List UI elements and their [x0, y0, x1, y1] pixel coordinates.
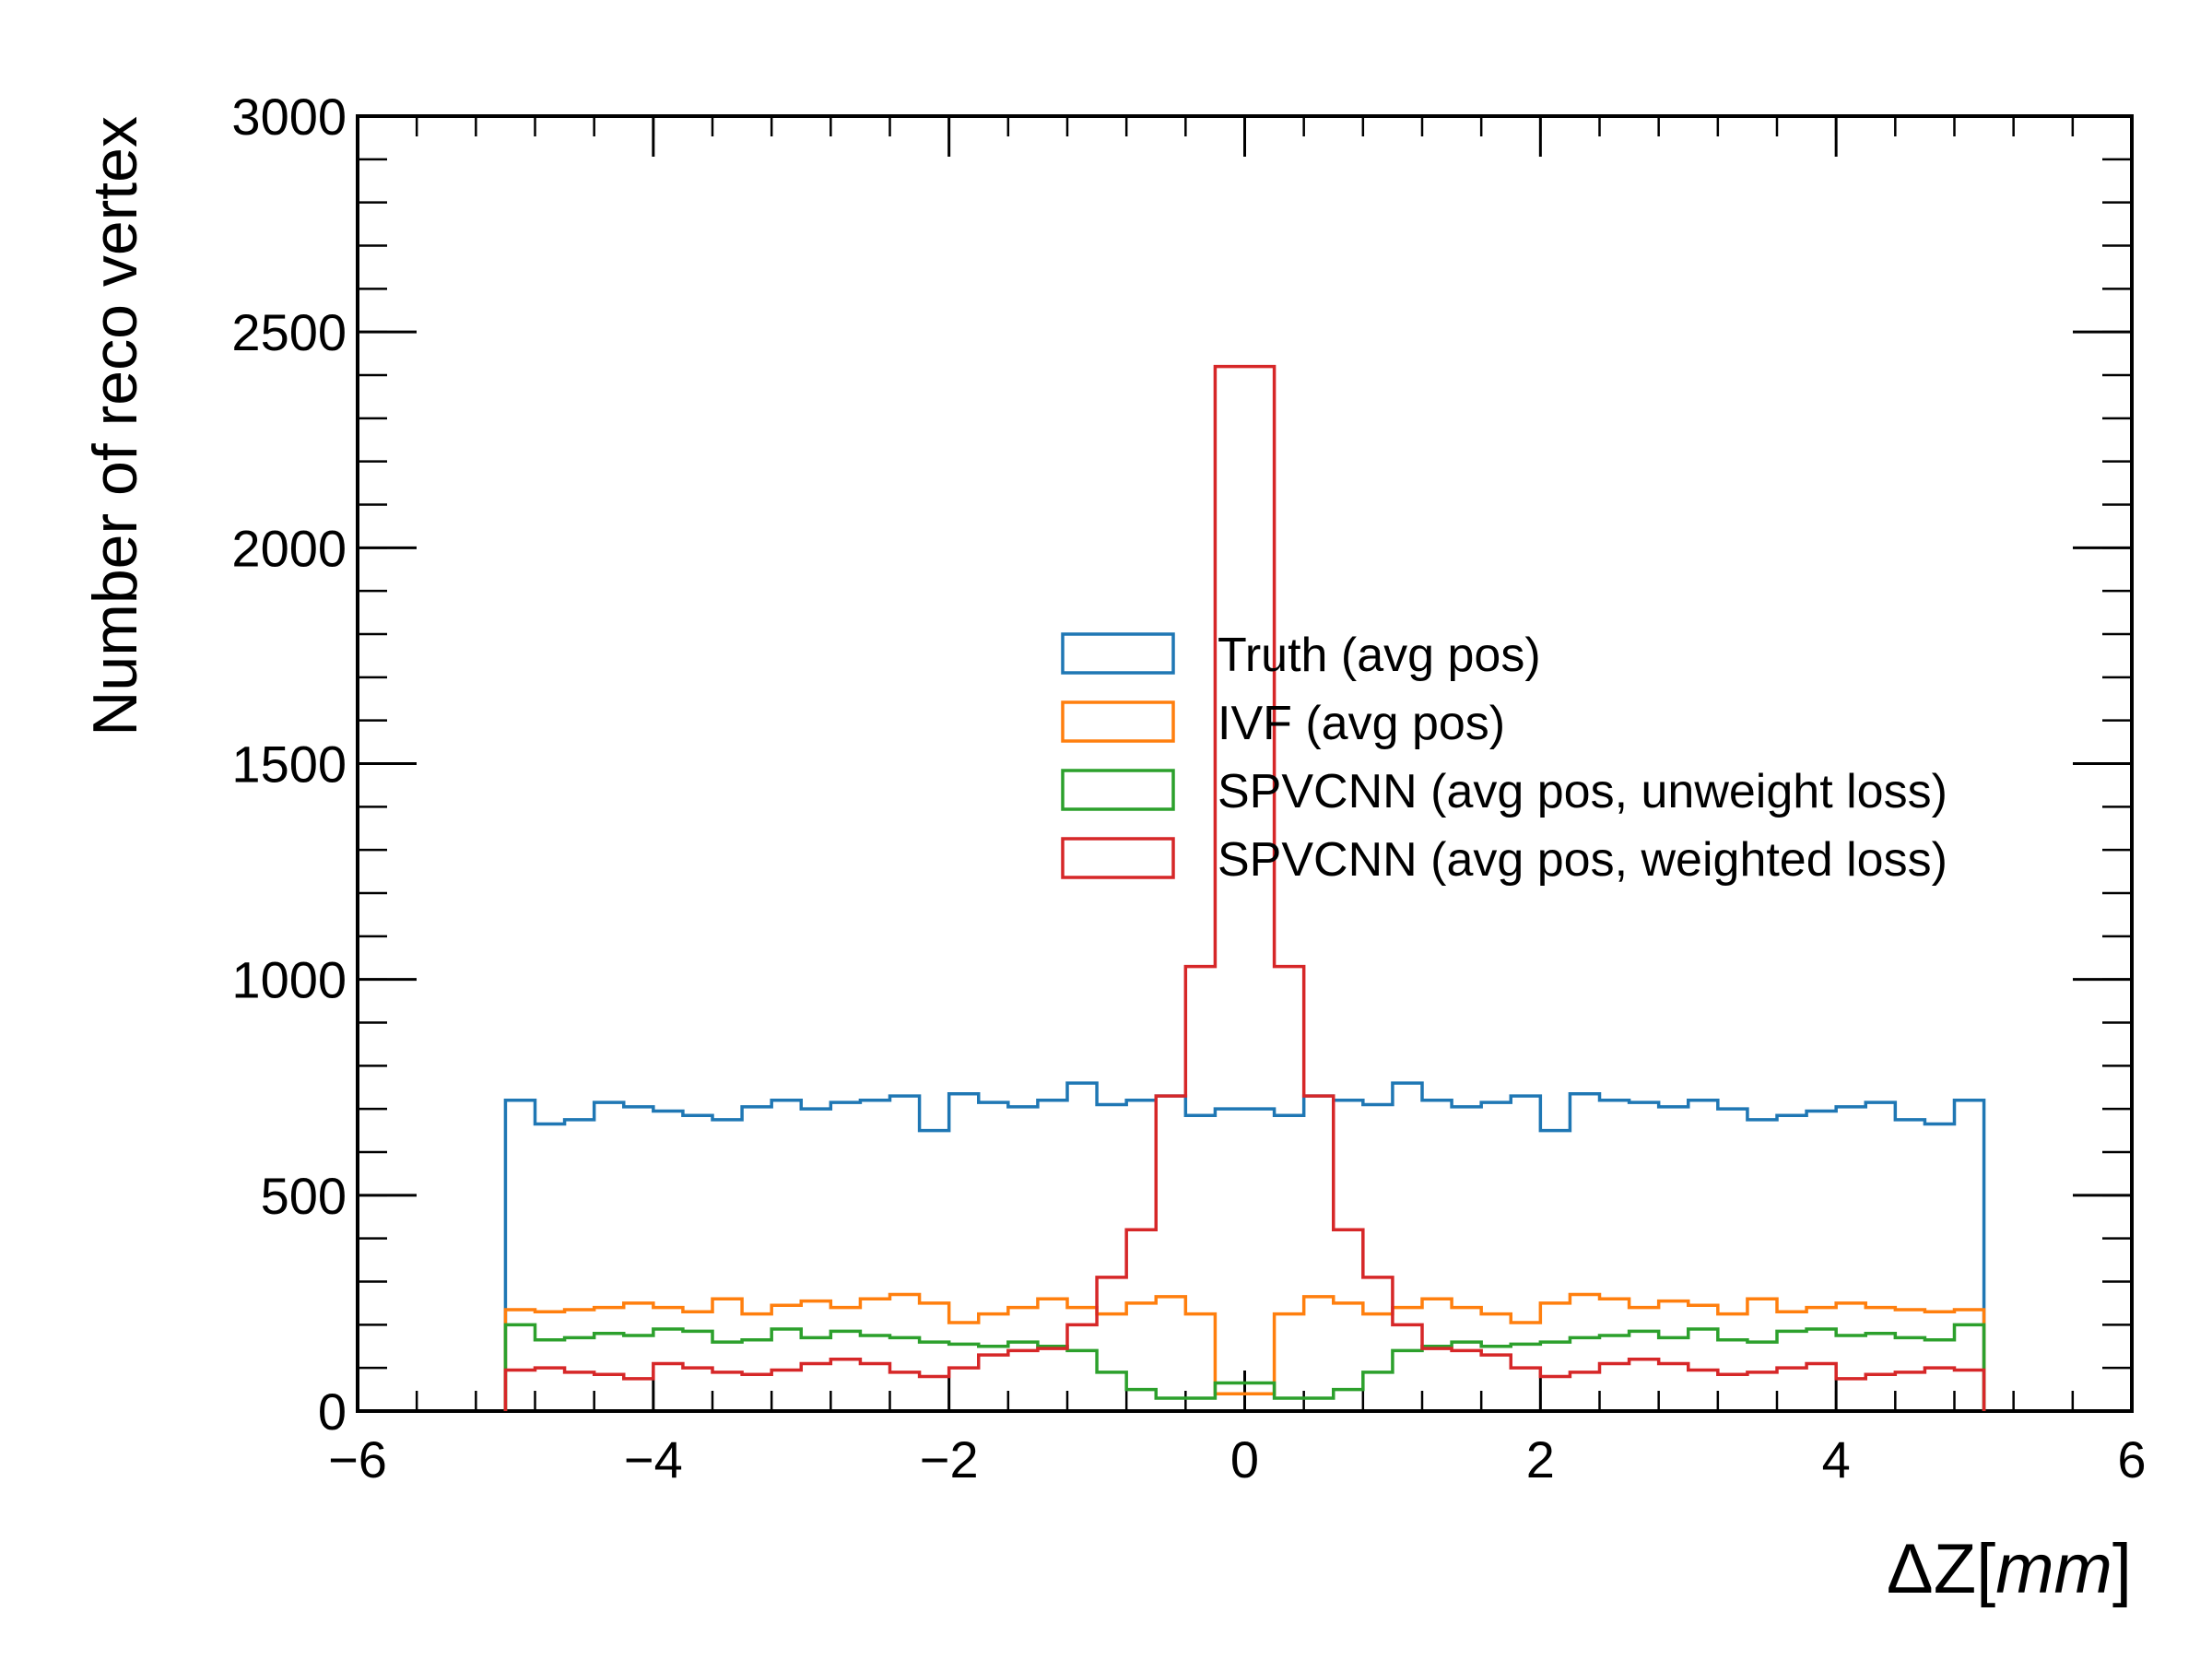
series-line-0	[503, 1081, 1986, 1411]
series-line-1	[503, 1292, 1986, 1411]
legend-swatch	[1061, 769, 1175, 811]
minor-ticks	[356, 114, 2134, 1413]
y-tick-label: 500	[261, 1167, 347, 1225]
histogram-series	[503, 364, 1986, 1411]
y-tick-label: 3000	[231, 88, 347, 146]
y-tick-label: 2500	[231, 303, 347, 361]
legend-swatch	[1061, 632, 1175, 675]
x-tick-label: 4	[1822, 1430, 1851, 1488]
major-ticks	[356, 114, 2134, 1413]
legend-swatch	[1061, 700, 1175, 743]
y-tick-labels: 0 500 1000 1500 2000 2500 3000	[231, 88, 347, 1441]
y-axis-title: Number of reco vertex	[80, 116, 150, 736]
y-tick-label: 1000	[231, 951, 347, 1009]
legend-swatch	[1061, 837, 1175, 879]
x-tick-label: 2	[1526, 1430, 1555, 1488]
x-tick-label: −2	[920, 1430, 979, 1488]
x-axis-title-symbol: ΔZ	[1887, 1530, 1976, 1608]
legend-label: Truth (avg pos)	[1218, 629, 1541, 682]
y-tick-label: 2000	[231, 519, 347, 577]
x-axis-title: ΔZ[mm]	[1887, 1530, 2132, 1608]
legend-label: SPVCNN (avg pos, weighted loss)	[1218, 833, 1947, 887]
legend-label: IVF (avg pos)	[1218, 697, 1505, 750]
legend-label: SPVCNN (avg pos, unweight loss)	[1218, 765, 1947, 818]
x-axis-title-unit: mm	[1995, 1530, 2112, 1608]
legend: Truth (avg pos) IVF (avg pos) SPVCNN (avg …	[1061, 629, 1947, 887]
series-line-3	[503, 364, 1986, 1411]
x-tick-label: 6	[2117, 1430, 2146, 1488]
series-line-2	[503, 1323, 1986, 1411]
x-tick-label: 0	[1230, 1430, 1259, 1488]
x-tick-labels: −6 −4 −2 0 2 4 6	[328, 1430, 2147, 1488]
y-tick-label: 0	[318, 1382, 347, 1441]
plot-frame	[356, 114, 2134, 1413]
x-axis-title-open-bracket: [	[1976, 1530, 1995, 1608]
x-tick-label: −6	[328, 1430, 387, 1488]
x-axis-title-close-bracket: ]	[2112, 1530, 2132, 1608]
x-tick-label: −4	[624, 1430, 683, 1488]
y-tick-label: 1500	[231, 735, 347, 794]
